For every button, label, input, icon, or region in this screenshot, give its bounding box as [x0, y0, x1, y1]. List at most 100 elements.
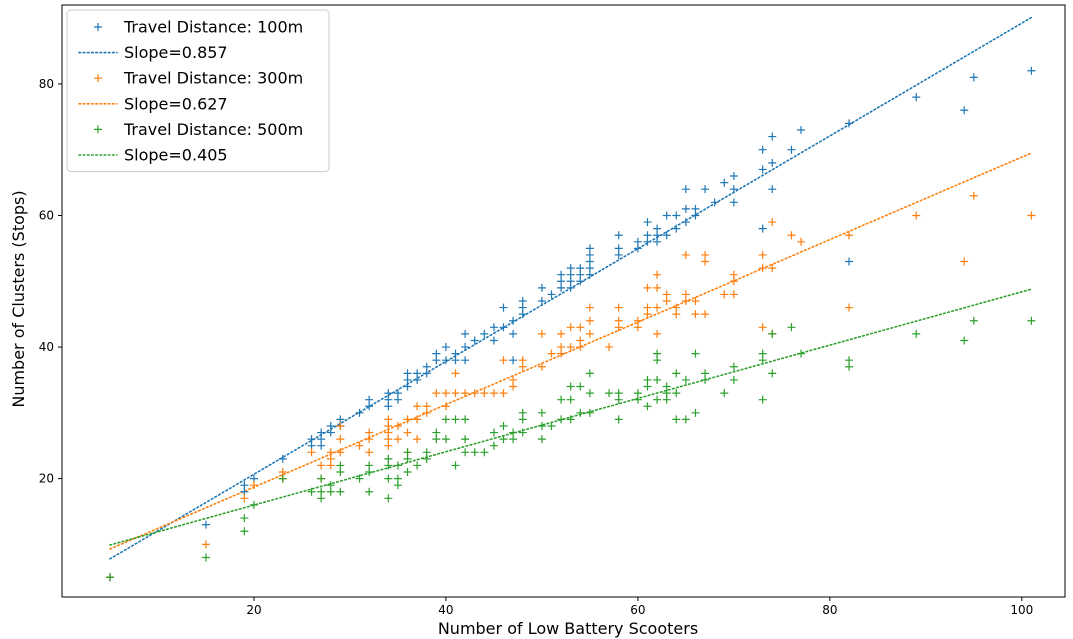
legend-box — [66, 9, 330, 173]
x-axis-label: Number of Low Battery Scooters — [438, 619, 698, 638]
plus-marker — [758, 224, 767, 233]
plus-marker — [537, 329, 546, 338]
plus-marker — [797, 237, 806, 246]
plus-marker — [384, 415, 393, 424]
plus-marker — [441, 389, 450, 398]
plus-marker — [691, 204, 700, 213]
plus-marker — [969, 316, 978, 325]
plus-marker — [537, 283, 546, 292]
plus-marker — [403, 369, 412, 378]
plus-marker — [710, 198, 719, 207]
plus-marker — [701, 250, 710, 259]
plus-marker — [653, 329, 662, 338]
plus-marker — [384, 389, 393, 398]
plus-marker — [691, 297, 700, 305]
plus-marker — [518, 297, 527, 305]
plus-marker — [240, 527, 249, 536]
plus-marker — [365, 395, 374, 404]
plus-marker — [355, 408, 364, 417]
legend-label: Travel Distance: 500m — [123, 120, 303, 139]
plus-marker — [672, 303, 681, 312]
plus-marker — [672, 415, 681, 424]
plus-marker — [1027, 66, 1036, 75]
plus-marker — [691, 310, 700, 319]
plus-marker — [691, 349, 700, 358]
plus-marker — [461, 343, 470, 352]
plus-marker — [489, 323, 498, 332]
plus-marker — [249, 500, 258, 509]
plus-marker — [441, 415, 450, 424]
plus-marker — [480, 329, 489, 338]
plus-marker — [365, 448, 374, 457]
plus-marker — [787, 323, 796, 332]
plus-marker — [489, 336, 498, 345]
plus-marker — [105, 573, 114, 582]
plus-marker — [509, 316, 518, 325]
plus-marker — [720, 178, 729, 187]
legend-marker — [94, 74, 102, 83]
x-tick-label: 60 — [630, 603, 645, 617]
plus-marker — [768, 158, 777, 167]
plus-marker — [499, 421, 508, 430]
plus-marker — [643, 402, 652, 411]
plus-marker — [441, 356, 450, 365]
plus-marker — [201, 540, 210, 549]
plus-marker — [960, 106, 969, 115]
legend-entry: Slope=0.405 — [78, 146, 228, 165]
plus-marker — [605, 343, 614, 352]
plus-marker — [461, 415, 470, 424]
plus-marker — [480, 389, 489, 398]
plus-marker — [326, 448, 335, 457]
plus-marker — [912, 93, 921, 102]
plus-marker — [365, 428, 374, 437]
plus-marker — [653, 270, 662, 279]
plus-marker — [845, 231, 854, 240]
plus-marker — [969, 73, 978, 82]
plus-marker — [499, 303, 508, 312]
plus-marker — [547, 421, 556, 430]
plus-marker — [336, 448, 345, 457]
y-tick-label: 80 — [39, 77, 54, 91]
plus-marker — [576, 264, 585, 273]
plus-marker — [787, 231, 796, 240]
plus-marker — [643, 375, 652, 384]
plus-marker — [336, 435, 345, 444]
plus-marker — [614, 231, 623, 240]
legend-marker — [94, 23, 102, 31]
plus-marker — [566, 264, 575, 273]
plus-marker — [499, 323, 508, 332]
plus-marker — [691, 408, 700, 417]
plus-marker — [797, 349, 806, 358]
plus-marker — [672, 224, 681, 233]
legend-entry: Travel Distance: 100m — [94, 18, 303, 37]
plus-marker — [441, 435, 450, 444]
plus-marker — [384, 474, 393, 483]
plus-marker — [422, 402, 431, 411]
plus-marker — [1027, 316, 1036, 325]
plus-marker — [432, 428, 441, 437]
plus-marker — [432, 349, 441, 358]
plus-marker — [326, 481, 335, 490]
plus-marker — [413, 402, 422, 411]
plus-marker — [681, 375, 690, 384]
plus-marker — [662, 231, 671, 240]
plus-marker — [585, 369, 594, 378]
plus-marker — [681, 185, 690, 194]
legend-label: Travel Distance: 100m — [123, 18, 303, 37]
plus-marker — [499, 389, 508, 398]
plus-marker — [614, 244, 623, 253]
series-0 — [105, 66, 1036, 582]
plus-marker — [797, 125, 806, 134]
plus-marker — [912, 329, 921, 338]
x-tick-label: 80 — [822, 603, 837, 617]
plus-marker — [768, 329, 777, 338]
plus-marker — [432, 389, 441, 398]
legend-label: Slope=0.627 — [124, 94, 228, 113]
plus-marker — [518, 356, 527, 365]
plus-marker — [566, 323, 575, 332]
plus-marker — [912, 211, 921, 220]
plus-marker — [403, 428, 412, 437]
plus-marker — [585, 408, 594, 417]
y-tick-label: 40 — [39, 340, 54, 354]
plus-marker — [701, 185, 710, 194]
